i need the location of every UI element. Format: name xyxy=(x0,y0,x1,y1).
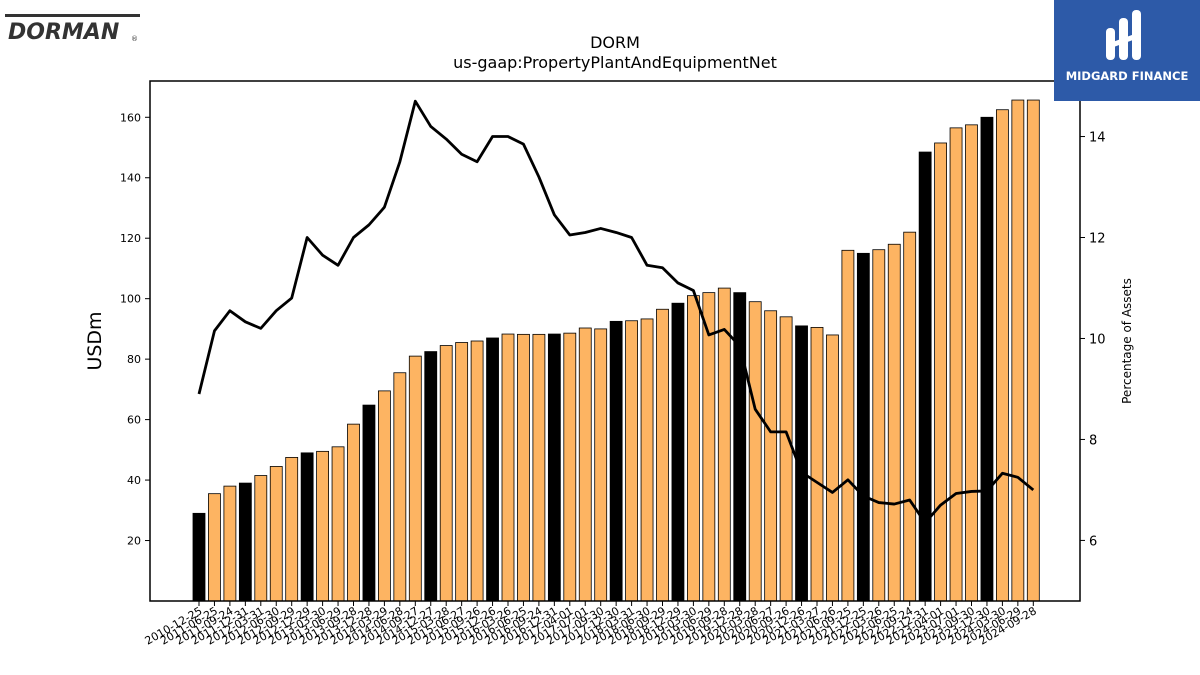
chart-subtitle: us-gaap:PropertyPlantAndEquipmentNet xyxy=(453,53,777,72)
bar-2012-09-29 xyxy=(285,456,299,602)
bar-2020-09-26 xyxy=(779,316,793,602)
y-tick-label: 100 xyxy=(120,293,141,306)
y-tick-label: 60 xyxy=(127,414,141,427)
bar-2012-03-31 xyxy=(254,475,268,602)
bar-2013-12-28 xyxy=(362,404,376,602)
dorman-logo-mark: DORMAN ® xyxy=(5,14,140,45)
bar-2021-03-27 xyxy=(810,326,824,602)
bar-2012-12-29 xyxy=(300,452,314,602)
line-group xyxy=(197,99,1035,525)
bar-2022-06-25 xyxy=(887,243,901,602)
dorman-logo: DORMAN ® xyxy=(5,12,140,45)
bar-2014-06-28 xyxy=(393,372,407,602)
bar-2014-03-29 xyxy=(377,390,391,602)
bar-2017-09-30 xyxy=(594,328,608,602)
y-tick-label: 20 xyxy=(127,535,141,548)
bar-2014-12-27 xyxy=(424,351,438,602)
dorman-logo-text: DORMAN xyxy=(8,20,119,44)
bar-2016-09-24 xyxy=(532,333,546,602)
bar-2020-06-27 xyxy=(764,310,778,602)
bar-2011-06-25 xyxy=(208,493,221,602)
bar-2018-06-30 xyxy=(640,318,654,602)
bar-2022-12-31 xyxy=(918,151,932,602)
bar-2019-06-29 xyxy=(702,292,716,602)
bar-2015-03-28 xyxy=(439,345,453,602)
bar-2021-09-25 xyxy=(841,249,855,602)
y2-tick-label: 10 xyxy=(1089,332,1106,347)
chart-title: DORM xyxy=(590,33,640,52)
bar-2024-03-30 xyxy=(996,109,1009,602)
bar-2018-12-29 xyxy=(671,302,685,602)
x-axis: 2010-12-252011-06-252011-09-242011-12-31… xyxy=(143,601,1039,648)
y-tick-label: 140 xyxy=(120,172,141,185)
bar-2014-09-27 xyxy=(408,355,422,602)
bar-2015-12-26 xyxy=(486,337,499,602)
bar-2024-06-29 xyxy=(1011,99,1025,602)
bar-2011-09-24 xyxy=(223,485,237,602)
bar-2010-12-25 xyxy=(192,512,206,602)
midgard-finance-logo: MIDGARD FINANCE xyxy=(1054,0,1200,101)
bar-2023-12-30 xyxy=(980,116,994,602)
bar-group xyxy=(192,99,1040,602)
y2-tick-label: 12 xyxy=(1089,232,1106,247)
bar-2021-12-25 xyxy=(856,252,870,602)
plot-frame xyxy=(149,80,1081,602)
bar-2022-03-26 xyxy=(872,249,886,602)
midgard-logo-text: MIDGARD FINANCE xyxy=(1065,69,1189,83)
y-axis-right: 6 8 10 12 14 xyxy=(1080,131,1106,549)
y-axis-left: 20 40 60 80 100 120 140 160 xyxy=(120,111,150,548)
y-tick-label: 40 xyxy=(127,474,141,487)
bar-2017-04-01 xyxy=(563,332,577,602)
bar-2013-06-29 xyxy=(331,446,345,602)
svg-text:®: ® xyxy=(131,35,138,43)
bar-2017-12-30 xyxy=(609,320,623,602)
midgard-logo-mark xyxy=(1106,10,1141,60)
bar-2023-07-01 xyxy=(949,127,963,602)
bar-2016-12-31 xyxy=(547,333,561,602)
bar-2011-12-31 xyxy=(238,482,252,602)
bar-2019-03-30 xyxy=(687,295,700,602)
bar-2019-12-28 xyxy=(733,292,747,602)
bar-2018-03-31 xyxy=(625,320,638,602)
y2-tick-label: 6 xyxy=(1089,534,1097,549)
y-axis-label: USDm xyxy=(84,311,106,370)
bar-2021-06-26 xyxy=(826,334,839,602)
y-tick-label: 80 xyxy=(127,353,141,366)
bar-2024-09-28 xyxy=(1026,99,1040,602)
bar-2023-04-01 xyxy=(934,142,947,602)
bar-2013-09-28 xyxy=(347,423,360,602)
percentage-line xyxy=(197,99,1035,525)
y2-tick-label: 14 xyxy=(1089,131,1106,146)
y2-axis-label: Percentage of Assets xyxy=(1120,278,1134,404)
bar-2016-06-25 xyxy=(517,333,530,602)
bar-2013-03-30 xyxy=(316,450,330,602)
bar-2020-03-28 xyxy=(748,301,762,602)
bar-2022-09-24 xyxy=(903,231,917,602)
y-tick-label: 160 xyxy=(120,111,141,124)
bar-2015-06-27 xyxy=(455,342,469,602)
y-tick-label: 120 xyxy=(120,232,141,245)
bar-2018-09-29 xyxy=(656,308,669,602)
bar-2016-03-26 xyxy=(501,333,515,602)
bar-2012-06-30 xyxy=(269,466,283,602)
bar-2017-07-01 xyxy=(578,327,592,602)
bar-2023-09-30 xyxy=(965,124,978,602)
bar-2015-09-26 xyxy=(470,340,484,602)
y2-tick-label: 8 xyxy=(1089,433,1097,448)
